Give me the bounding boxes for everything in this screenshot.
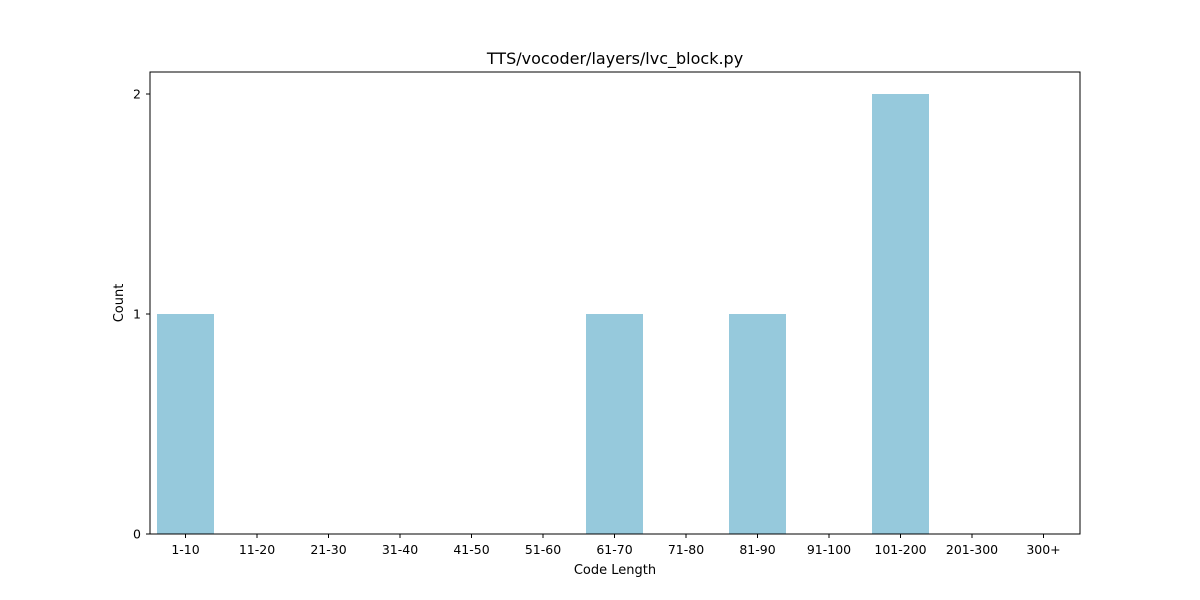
x-tick-label: 91-100	[807, 542, 851, 557]
y-axis-ticks: 0 1 2	[133, 87, 150, 542]
x-tick-label: 201-300	[946, 542, 998, 557]
x-tick-label: 51-60	[525, 542, 561, 557]
y-axis-label: Count	[112, 284, 127, 323]
x-tick-label: 21-30	[310, 542, 346, 557]
x-tick-label: 31-40	[382, 542, 418, 557]
x-axis-ticks: 1-10 11-20 21-30 31-40 41-50 51-60 61-70 71-80 8…	[171, 534, 1061, 557]
y-tick-label: 2	[133, 87, 141, 102]
chart-title: TTS/vocoder/layers/lvc_block.py	[486, 49, 743, 69]
bars-group	[157, 94, 929, 534]
x-tick-label: 71-80	[668, 542, 704, 557]
bar-101-200	[872, 94, 929, 534]
bar-81-90	[729, 314, 786, 534]
x-axis-label: Code Length	[574, 563, 656, 578]
y-tick-label: 1	[133, 307, 141, 322]
plot-frame	[149, 71, 1081, 535]
x-tick-label: 41-50	[453, 542, 489, 557]
bar-61-70	[586, 314, 643, 534]
x-tick-label: 101-200	[874, 542, 926, 557]
x-tick-label: 11-20	[239, 542, 275, 557]
x-tick-label: 1-10	[171, 542, 199, 557]
x-tick-label: 81-90	[739, 542, 775, 557]
x-tick-label: 300+	[1026, 542, 1060, 557]
bar-1-10	[157, 314, 214, 534]
y-tick-label: 0	[133, 527, 141, 542]
x-tick-label: 61-70	[596, 542, 632, 557]
